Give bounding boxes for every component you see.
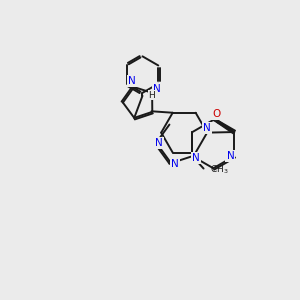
Text: O: O xyxy=(212,110,221,119)
Text: H: H xyxy=(148,91,155,100)
Text: N: N xyxy=(128,76,136,86)
Text: N: N xyxy=(203,123,211,133)
Text: CH$_3$: CH$_3$ xyxy=(210,164,229,176)
Text: N: N xyxy=(226,151,234,161)
Text: N: N xyxy=(155,138,163,148)
Text: N: N xyxy=(171,159,178,169)
Text: N: N xyxy=(153,84,161,94)
Text: N: N xyxy=(192,153,200,163)
